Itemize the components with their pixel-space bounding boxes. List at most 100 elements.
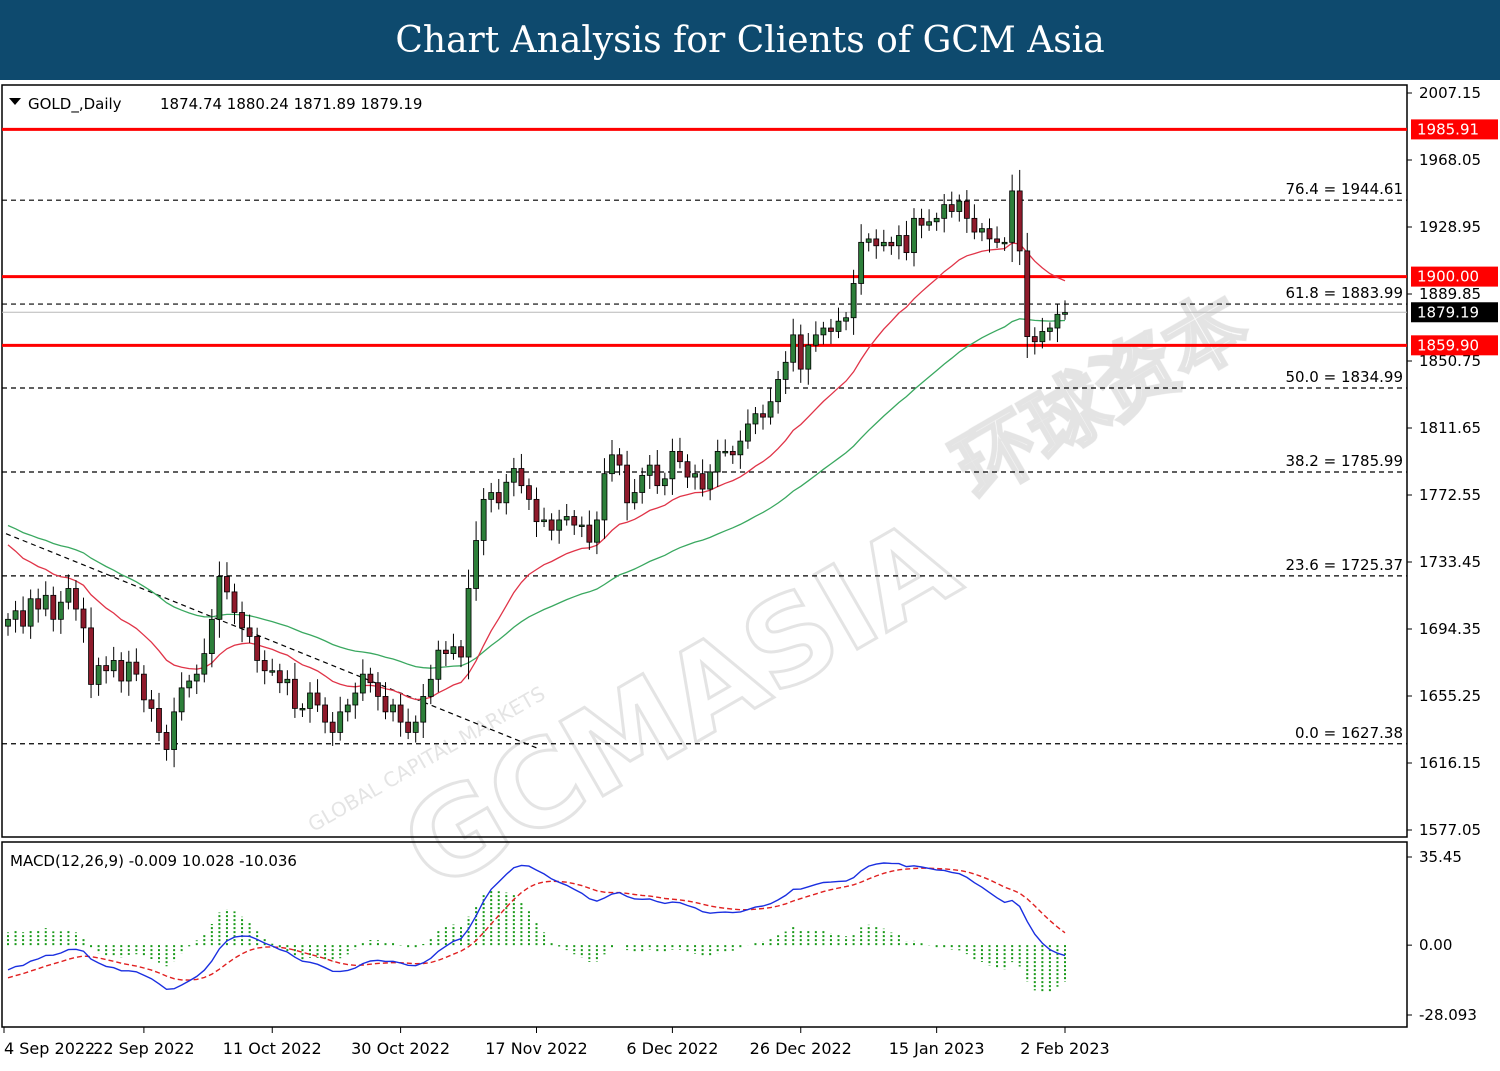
candle-body: [239, 612, 245, 629]
fibonacci-levels: 76.4 = 1944.61 61.8 = 1883.99 50.0 = 1834.…: [2, 180, 1407, 745]
downtrend-line: [5, 533, 537, 749]
candle-body: [344, 704, 351, 713]
date-tick-label: 17 Nov 2022: [485, 1039, 587, 1058]
candle-body: [639, 474, 646, 493]
candle-body: [541, 519, 547, 523]
candle-body: [458, 646, 464, 658]
dropdown-triangle-icon[interactable]: [9, 98, 21, 105]
candle-body: [276, 670, 283, 684]
candle-body: [941, 204, 948, 219]
level-price-box: [1411, 119, 1498, 140]
macd-axis: 35.45 0.00 -28.093: [1407, 848, 1477, 1024]
candle-body: [427, 678, 434, 697]
candle-body: [752, 413, 759, 425]
candle-body: [1062, 312, 1068, 315]
candle-body: [50, 594, 57, 620]
price-tick-label: 1694.35: [1419, 620, 1481, 638]
macd-tick-label: -28.093: [1419, 1006, 1477, 1024]
candle-body: [797, 334, 804, 370]
candle-body: [880, 241, 887, 247]
candle-body: [1016, 190, 1023, 252]
candle-body: [820, 327, 827, 336]
candle-body: [1054, 313, 1061, 329]
candle-body: [397, 704, 404, 723]
candle-body: [291, 678, 298, 709]
candle-body: [1001, 241, 1008, 245]
candle-body: [435, 649, 442, 680]
candle-body: [963, 200, 970, 219]
candle-body: [337, 711, 344, 733]
price-axis: 2007.15 1968.05 1928.95 1889.85 1850.75 1811.…: [1407, 84, 1481, 839]
candle-body: [979, 228, 985, 233]
candles: [5, 169, 1068, 768]
fib-label: 0.0 = 1627.38: [1295, 724, 1403, 742]
candle-body: [382, 696, 389, 713]
macd-label: MACD(12,26,9) -0.009 10.028 -10.036: [10, 852, 297, 870]
candle-body: [103, 665, 110, 672]
candle-body: [873, 238, 880, 247]
candle-body: [518, 468, 525, 487]
candle-body: [578, 524, 585, 527]
candle-body: [646, 464, 653, 476]
macd-histogram: [7, 889, 1066, 993]
candle-body: [548, 519, 555, 531]
candle-body: [480, 498, 487, 541]
candle-body: [971, 217, 978, 233]
candle-body: [224, 576, 230, 593]
candle-body: [790, 334, 797, 363]
level-price-box: [1411, 266, 1498, 287]
candle-body: [254, 636, 261, 661]
date-tick-label: 26 Dec 2022: [750, 1039, 852, 1058]
candle-body: [65, 588, 72, 603]
symbol-label: GOLD_,Daily: [28, 95, 122, 114]
candle-body: [88, 627, 94, 685]
candle-body: [450, 646, 457, 654]
candle-body: [269, 670, 276, 673]
candle-body: [918, 217, 925, 226]
candle-body: [631, 492, 638, 504]
candle-body: [20, 610, 27, 627]
candle-body: [42, 594, 49, 610]
candle-body: [775, 379, 781, 403]
price-tick-label: 1577.05: [1419, 821, 1481, 839]
candle-body: [722, 450, 729, 454]
candle-body: [27, 598, 34, 627]
candle-body: [563, 516, 570, 521]
macd-lines: [7, 862, 1066, 991]
fib-label: 76.4 = 1944.61: [1285, 180, 1403, 198]
macd-tick-label: 0.00: [1419, 936, 1452, 954]
candle-body: [193, 673, 200, 682]
candle-body: [888, 241, 895, 247]
candle-body: [911, 217, 917, 254]
ma-fast-line: [7, 242, 1066, 701]
price-tick-label: 1772.55: [1419, 486, 1481, 504]
candle-body: [714, 450, 721, 473]
candle-body: [533, 498, 540, 523]
price-tick-label: 1928.95: [1419, 218, 1481, 236]
date-tick-label: 22 Sep 2022: [93, 1039, 194, 1058]
candle-body: [586, 524, 593, 543]
candle-body: [986, 228, 993, 240]
candle-body: [1031, 336, 1038, 343]
candle-body: [760, 413, 766, 418]
date-tick-label: 4 Sep 2022: [4, 1039, 95, 1058]
candle-body: [556, 519, 563, 531]
candle-body: [692, 473, 698, 478]
candle-body: [261, 660, 268, 672]
candle-body: [231, 591, 238, 613]
level-price-label: 1900.00: [1417, 268, 1479, 286]
candle-body: [133, 661, 140, 675]
candle-body: [767, 401, 774, 418]
candle-body: [1009, 190, 1016, 243]
candle-body: [420, 696, 427, 723]
candle-body: [246, 627, 253, 637]
candle-body: [201, 653, 208, 675]
candle-body: [707, 471, 714, 490]
candle-body: [654, 464, 661, 487]
candle-body: [624, 464, 630, 504]
candle-body: [896, 235, 902, 247]
candle-body: [503, 481, 510, 504]
moving-averages: [7, 242, 1066, 701]
candle-body: [465, 588, 472, 658]
candle-body: [73, 588, 79, 610]
